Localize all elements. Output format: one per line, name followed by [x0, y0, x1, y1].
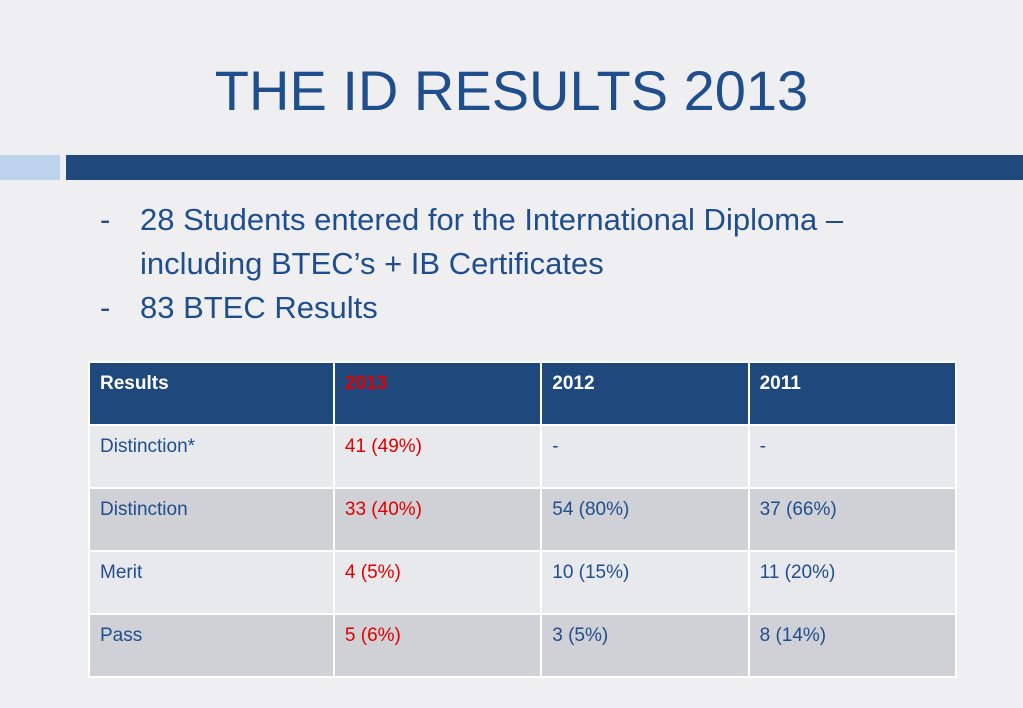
title: THE ID RESULTS 2013 — [214, 59, 809, 122]
accent-bar — [66, 155, 1023, 180]
bullet-list: -28 Students entered for the Internation… — [100, 198, 900, 330]
cell: 37 (66%) — [747, 487, 958, 552]
cell: 11 (20%) — [747, 550, 958, 615]
bullet-text: 83 BTEC Results — [140, 290, 378, 325]
cell: - — [747, 424, 958, 489]
bullet: -28 Students entered for the Internation… — [100, 198, 900, 286]
bullet: -83 BTEC Results — [100, 286, 900, 330]
cell: Merit — [88, 550, 335, 615]
row: Merit 4 (5%) 10 (15%) 11 (20%) — [88, 550, 958, 615]
cell: Pass — [88, 613, 335, 678]
cell: - — [540, 424, 750, 489]
header-row: Results 2013 2012 2011 — [88, 361, 958, 426]
results-table: Results 2013 2012 2011 Distinction* 41 (49%) -… — [88, 361, 958, 678]
cell: 3 (5%) — [540, 613, 750, 678]
cell: 4 (5%) — [332, 550, 543, 615]
cell: 54 (80%) — [540, 487, 750, 552]
cell: 10 (15%) — [540, 550, 750, 615]
header-cell: 2013 — [332, 361, 543, 426]
row: Distinction* 41 (49%) - - — [88, 424, 958, 489]
cell: 41 (49%) — [332, 424, 543, 489]
cell: Distinction — [88, 487, 335, 552]
header-cell: Results — [88, 361, 335, 426]
cell: Distinction* — [88, 424, 335, 489]
bullet-marker: - — [100, 290, 111, 325]
cell: 8 (14%) — [747, 613, 958, 678]
bullet-text: 28 Students entered for the Internationa… — [140, 202, 844, 281]
row: Pass 5 (6%) 3 (5%) 8 (14%) — [88, 613, 958, 678]
row: Distinction 33 (40%) 54 (80%) 37 (66%) — [88, 487, 958, 552]
bullet-marker: - — [100, 202, 111, 237]
cell: 33 (40%) — [332, 487, 543, 552]
header-cell: 2011 — [747, 361, 958, 426]
header-cell: 2012 — [540, 361, 750, 426]
cell: 5 (6%) — [332, 613, 543, 678]
accent-bar — [0, 155, 60, 180]
